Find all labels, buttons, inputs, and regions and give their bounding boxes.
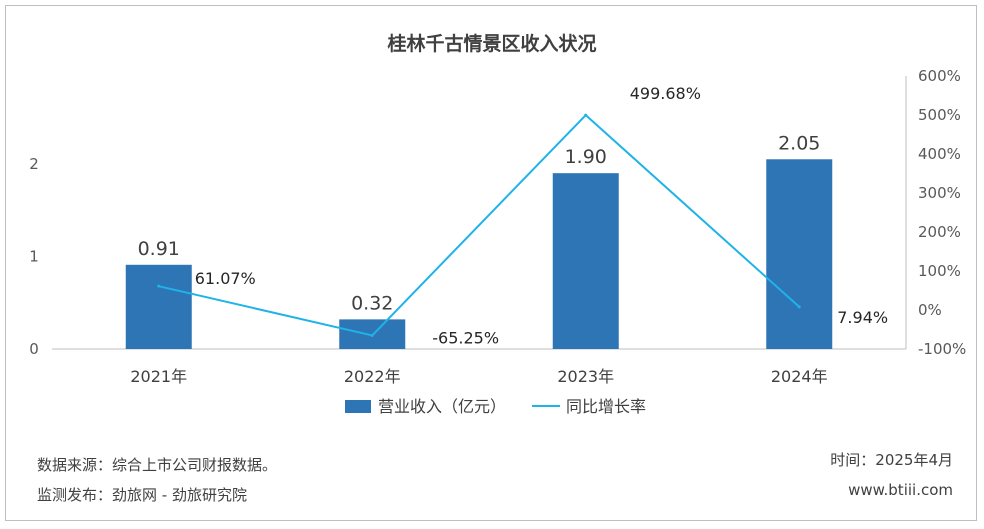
footer-source: 数据来源：综合上市公司财报数据。 bbox=[37, 456, 277, 474]
growth-point bbox=[584, 113, 588, 117]
bar-value-label: 0.91 bbox=[138, 238, 180, 260]
left-tick-label: 0 bbox=[29, 340, 39, 358]
bar bbox=[766, 159, 833, 349]
growth-point bbox=[157, 284, 161, 288]
legend-bar-label: 营业收入（亿元） bbox=[378, 397, 506, 416]
right-tick-label: -100% bbox=[918, 340, 966, 358]
growth-value-label: 499.68% bbox=[630, 84, 701, 103]
right-tick-label: 0% bbox=[918, 301, 942, 319]
right-tick-label: 600% bbox=[918, 67, 961, 85]
footer-date: 时间：2025年4月 bbox=[830, 451, 953, 469]
growth-value-label: -65.25% bbox=[432, 328, 499, 347]
bar-value-label: 2.05 bbox=[778, 132, 820, 154]
legend: 营业收入（亿元） 同比增长率 bbox=[345, 397, 646, 416]
line-labels: 61.07% -65.25% 499.68% 7.94% bbox=[195, 84, 888, 347]
bar bbox=[125, 264, 192, 349]
bar-value-label: 1.90 bbox=[565, 146, 607, 168]
right-tick-label: 400% bbox=[918, 145, 961, 163]
growth-point bbox=[797, 305, 801, 309]
growth-value-label: 7.94% bbox=[837, 308, 888, 327]
left-tick-label: 1 bbox=[29, 247, 39, 265]
right-tick-label: 200% bbox=[918, 223, 961, 241]
category-label: 2022年 bbox=[344, 367, 401, 386]
bar-labels: 0.91 0.32 1.90 2.05 bbox=[138, 132, 821, 314]
legend-bar-swatch bbox=[345, 400, 371, 413]
bar-series bbox=[125, 159, 833, 349]
right-tick-label: 500% bbox=[918, 106, 961, 124]
chart-title: 桂林千古情景区收入状况 bbox=[386, 32, 596, 55]
footer-site: www.btiii.com bbox=[848, 481, 953, 499]
category-label: 2023年 bbox=[557, 367, 614, 386]
category-labels: 2021年 2022年 2023年 2024年 bbox=[130, 367, 827, 386]
footer-publisher: 监测发布：劲旅网 - 劲旅研究院 bbox=[37, 486, 247, 504]
bar bbox=[552, 173, 619, 349]
growth-point bbox=[370, 333, 374, 337]
category-label: 2021年 bbox=[130, 367, 187, 386]
left-axis: 0 1 2 bbox=[29, 155, 39, 358]
right-axis: -100% 0% 100% 200% 300% 400% 500% 600% bbox=[918, 67, 966, 358]
left-tick-label: 2 bbox=[29, 155, 39, 173]
category-label: 2024年 bbox=[771, 367, 828, 386]
line-series bbox=[157, 113, 801, 337]
right-tick-label: 300% bbox=[918, 184, 961, 202]
right-tick-label: 100% bbox=[918, 262, 961, 280]
growth-line bbox=[158, 113, 800, 337]
growth-value-label: 61.07% bbox=[195, 269, 256, 288]
legend-line-label: 同比增长率 bbox=[566, 397, 646, 416]
bar-value-label: 0.32 bbox=[351, 292, 393, 314]
